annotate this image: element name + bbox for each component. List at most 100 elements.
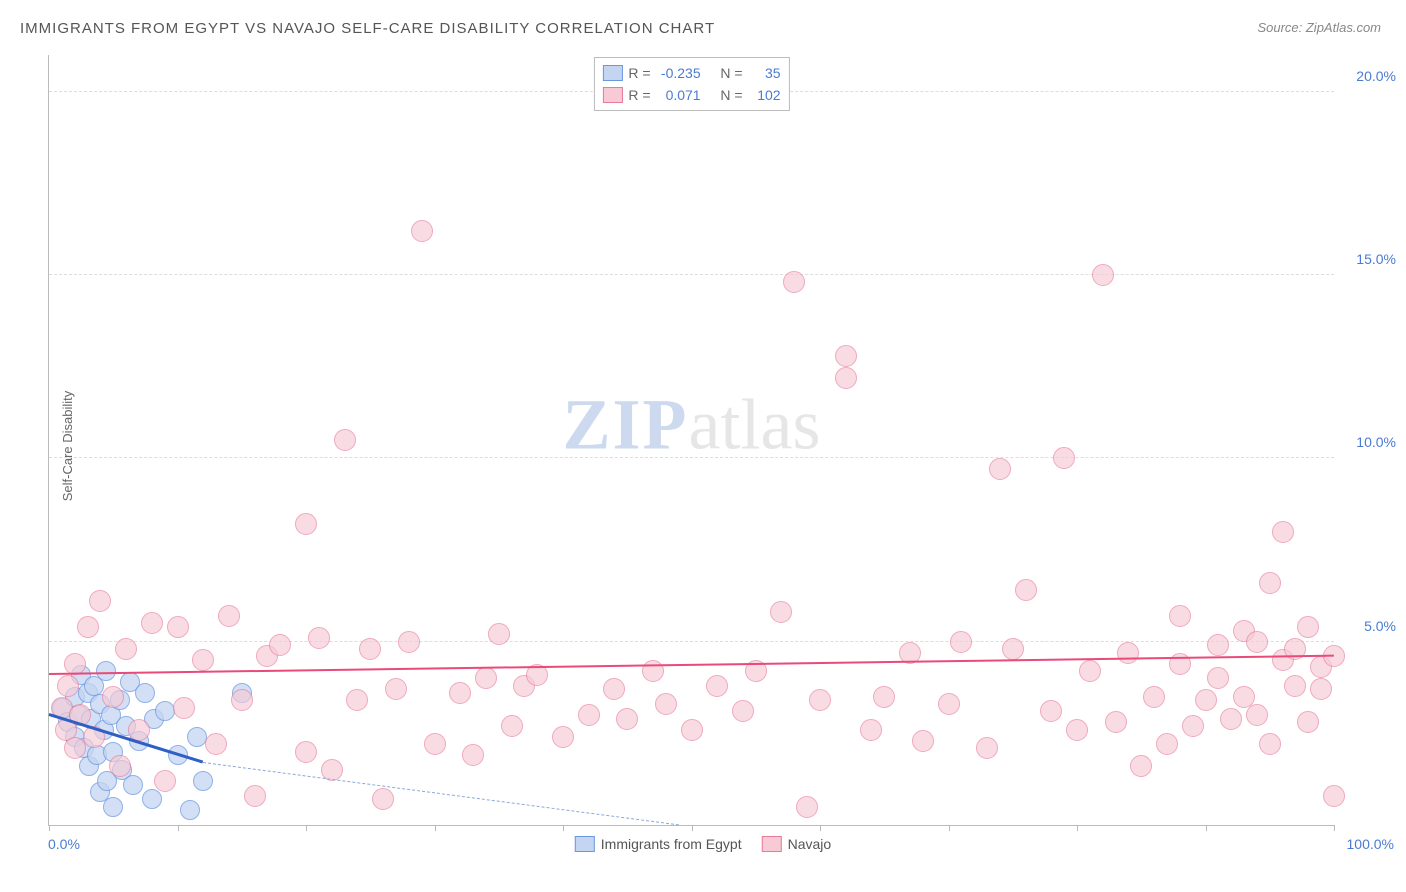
data-point	[796, 796, 818, 818]
x-tick	[1077, 825, 1078, 831]
data-point	[64, 653, 86, 675]
data-point	[1105, 711, 1127, 733]
r-label: R =	[628, 84, 650, 106]
data-point	[180, 800, 200, 820]
legend-swatch	[575, 836, 595, 852]
data-point	[938, 693, 960, 715]
data-point	[308, 627, 330, 649]
trend-line	[203, 762, 679, 825]
data-point	[809, 689, 831, 711]
legend-item: Navajo	[762, 836, 832, 852]
x-tick	[949, 825, 950, 831]
data-point	[64, 737, 86, 759]
data-point	[1220, 708, 1242, 730]
data-point	[1207, 634, 1229, 656]
scatter-plot-area: ZIPatlas R =-0.235 N =35R =0.071 N =102 …	[48, 55, 1334, 826]
data-point	[835, 345, 857, 367]
data-point	[475, 667, 497, 689]
data-point	[295, 741, 317, 763]
data-point	[77, 616, 99, 638]
data-point	[346, 689, 368, 711]
data-point	[732, 700, 754, 722]
data-point	[142, 789, 162, 809]
data-point	[1156, 733, 1178, 755]
data-point	[912, 730, 934, 752]
data-point	[192, 649, 214, 671]
stats-row: R =-0.235 N =35	[602, 62, 780, 84]
data-point	[449, 682, 471, 704]
data-point	[424, 733, 446, 755]
data-point	[1207, 667, 1229, 689]
data-point	[1079, 660, 1101, 682]
data-point	[462, 744, 484, 766]
data-point	[295, 513, 317, 535]
data-point	[770, 601, 792, 623]
x-tick	[563, 825, 564, 831]
series-swatch	[602, 87, 622, 103]
stats-row: R =0.071 N =102	[602, 84, 780, 106]
data-point	[193, 771, 213, 791]
x-tick	[178, 825, 179, 831]
n-value: 102	[749, 84, 781, 106]
data-point	[1092, 264, 1114, 286]
data-point	[244, 785, 266, 807]
r-label: R =	[628, 62, 650, 84]
data-point	[1143, 686, 1165, 708]
data-point	[501, 715, 523, 737]
data-point	[398, 631, 420, 653]
data-point	[385, 678, 407, 700]
data-point	[1169, 605, 1191, 627]
gridline	[49, 457, 1334, 458]
data-point	[115, 638, 137, 660]
data-point	[950, 631, 972, 653]
data-point	[96, 661, 116, 681]
data-point	[989, 458, 1011, 480]
data-point	[334, 429, 356, 451]
data-point	[603, 678, 625, 700]
data-point	[57, 675, 79, 697]
y-tick-label: 10.0%	[1356, 434, 1396, 450]
data-point	[372, 788, 394, 810]
data-point	[835, 367, 857, 389]
data-point	[1015, 579, 1037, 601]
data-point	[1246, 704, 1268, 726]
r-value: -0.235	[657, 62, 701, 84]
chart-title: IMMIGRANTS FROM EGYPT VS NAVAJO SELF-CAR…	[20, 20, 715, 37]
watermark-part1: ZIP	[563, 384, 689, 464]
data-point	[89, 590, 111, 612]
x-tick	[1206, 825, 1207, 831]
data-point	[783, 271, 805, 293]
data-point	[860, 719, 882, 741]
data-point	[141, 612, 163, 634]
y-tick-label: 20.0%	[1356, 68, 1396, 84]
data-point	[706, 675, 728, 697]
data-point	[1259, 572, 1281, 594]
data-point	[1130, 755, 1152, 777]
data-point	[1066, 719, 1088, 741]
data-point	[205, 733, 227, 755]
data-point	[1284, 675, 1306, 697]
legend-label: Immigrants from Egypt	[601, 836, 742, 852]
data-point	[231, 689, 253, 711]
data-point	[1053, 447, 1075, 469]
x-axis-min-label: 0.0%	[48, 836, 80, 852]
correlation-stats-box: R =-0.235 N =35R =0.071 N =102	[593, 57, 789, 111]
gridline	[49, 274, 1334, 275]
series-legend: Immigrants from Egypt Navajo	[575, 836, 831, 852]
data-point	[102, 686, 124, 708]
data-point	[1297, 711, 1319, 733]
data-point	[1182, 715, 1204, 737]
data-point	[1002, 638, 1024, 660]
x-tick	[692, 825, 693, 831]
data-point	[1297, 616, 1319, 638]
series-swatch	[602, 65, 622, 81]
x-tick	[49, 825, 50, 831]
data-point	[1117, 642, 1139, 664]
data-point	[1310, 678, 1332, 700]
data-point	[128, 719, 150, 741]
data-point	[873, 686, 895, 708]
data-point	[1323, 785, 1345, 807]
data-point	[976, 737, 998, 759]
data-point	[109, 755, 131, 777]
data-point	[488, 623, 510, 645]
